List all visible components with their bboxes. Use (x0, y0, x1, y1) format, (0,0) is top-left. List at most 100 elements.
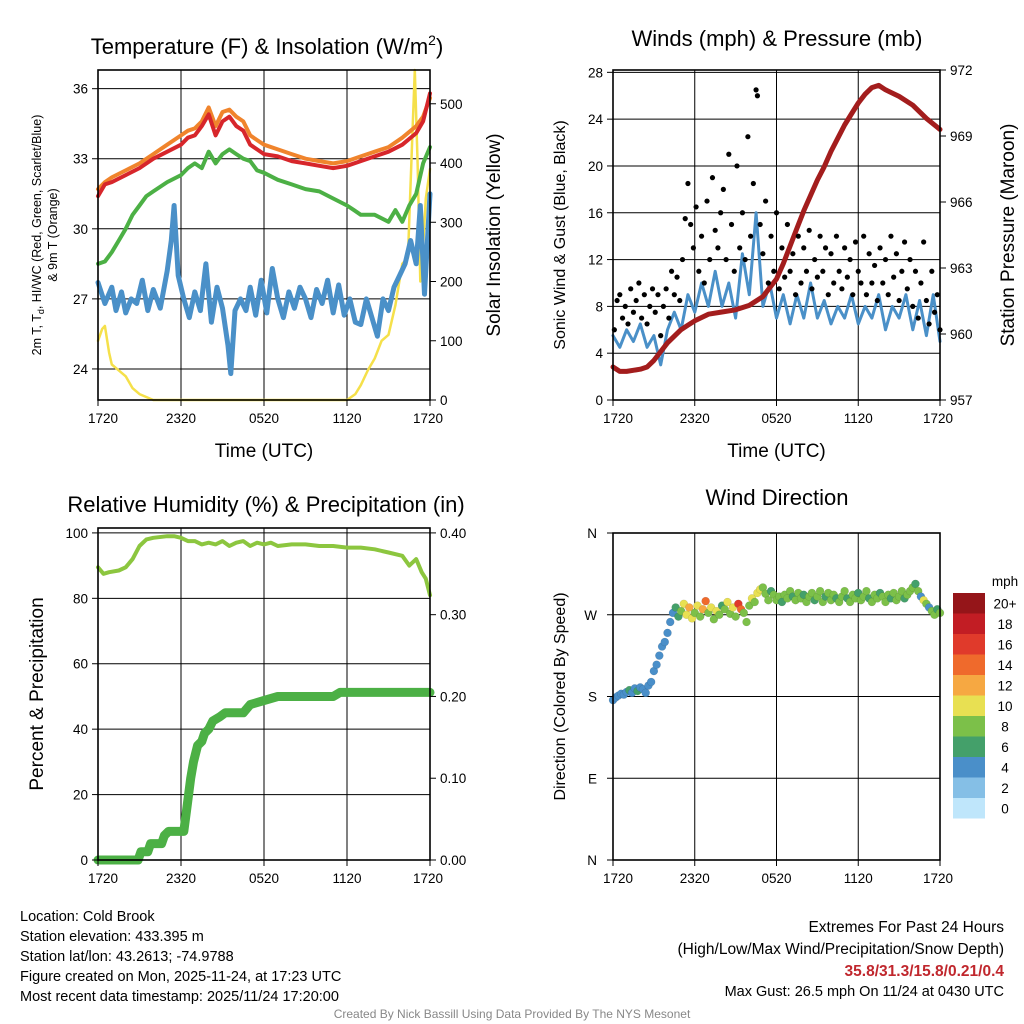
y-tick-label: 33 (73, 152, 88, 167)
direction-point (652, 660, 661, 669)
gust-point (869, 280, 875, 286)
colorbar-swatch (953, 716, 985, 737)
panel-rh: 1720 2320 0520 1120 17200204060801000.000.10… (27, 492, 466, 886)
gust-point (934, 292, 940, 298)
y-tick-label: 40 (73, 722, 88, 737)
direction-point (723, 597, 732, 607)
colorbar-label: 0 (1001, 801, 1009, 816)
created-text: Figure created on Mon, 2025-11-24, at 17… (20, 969, 342, 985)
y-axis-label: 2m T, Td, HI/WC (Red, Green, Scarlet/Blu… (30, 115, 46, 356)
gust-point (696, 268, 702, 274)
y-tick-label: 80 (73, 591, 88, 606)
colorbar-label: 8 (1001, 719, 1009, 734)
extremes-box: Extremes For Past 24 Hours (High/Low/Max… (678, 917, 1005, 1001)
gust-point (753, 87, 759, 93)
chart-title: Winds (mph) & Pressure (mb) (632, 26, 923, 51)
gust-point (688, 221, 694, 228)
gust-point (666, 315, 672, 321)
extremes-values: 35.8/31.3/15.8/0.21/0.4 (844, 963, 1004, 980)
gust-point (801, 245, 807, 251)
y-axis-label: Direction (Colored By Speed) (552, 592, 569, 800)
y-tick-label: 20 (588, 159, 603, 174)
extremes-legend: (High/Low/Max Wind/Precipitation/Snow De… (677, 941, 1005, 958)
x-tick-label: 1120 (844, 411, 873, 426)
gust-point (779, 245, 785, 251)
x-tick-label: 1720 (413, 871, 443, 886)
gust-point (633, 297, 639, 304)
gust-point (836, 268, 842, 274)
direction-point (742, 617, 751, 627)
gust-point (674, 274, 680, 280)
y-right-tick-label: 0.40 (440, 526, 466, 541)
gust-point (877, 245, 883, 251)
elevation-text: Station elevation: 433.395 m (20, 929, 204, 945)
gust-point (734, 163, 740, 169)
y-axis-label-part: , HI/WC (Red, Green, Scarlet/Blue) (30, 115, 44, 310)
gust-point (912, 268, 919, 274)
colorbar-title: mph (992, 574, 1018, 589)
series-line-dewpoint (96, 145, 432, 266)
colorbar-swatch (953, 634, 985, 655)
gust-point (679, 256, 686, 263)
gust-point (644, 321, 650, 327)
series-line-station-pressure (610, 82, 943, 374)
series-line-wind-chill (95, 191, 433, 377)
gust-point (636, 280, 642, 286)
gust-point (757, 221, 763, 228)
gust-point (723, 256, 729, 263)
gust-point (929, 268, 935, 274)
gust-point (828, 251, 834, 257)
gust-point (720, 186, 726, 192)
gust-point (693, 204, 699, 210)
gust-point (858, 280, 864, 286)
colorbar-label: 18 (997, 617, 1012, 632)
gust-point (765, 280, 771, 286)
gust-point (893, 251, 900, 257)
y-right-axis-label: Solar Insolation (Yellow) (484, 133, 505, 336)
y-tick-label: 28 (588, 65, 603, 80)
y-right-tick-label: 963 (950, 261, 973, 276)
y-axis-label-line2: & 9m T (Orange) (46, 188, 60, 281)
location-text: Location: Cold Brook (20, 909, 155, 925)
colorbar-swatch (953, 675, 985, 696)
direction-point (695, 612, 705, 621)
gust-point (745, 134, 751, 140)
x-tick-label: 2320 (680, 411, 710, 426)
y-tick-label: 30 (73, 222, 88, 237)
y-tick-label: 4 (595, 346, 603, 361)
gust-point (888, 233, 894, 239)
gust-point (820, 268, 826, 274)
gust-point (795, 233, 801, 239)
y-tick-label: 27 (73, 292, 88, 307)
gust-point (682, 216, 688, 222)
direction-point (665, 617, 675, 627)
gust-point (630, 309, 637, 315)
x-tick-label: 1720 (88, 871, 118, 886)
colorbar-swatch (953, 798, 985, 819)
y-right-tick-label: 0.20 (440, 689, 466, 704)
gust-point (822, 245, 829, 251)
colorbar-swatch (953, 593, 985, 614)
gust-point (726, 151, 732, 157)
gust-point (748, 233, 754, 239)
gust-point (782, 274, 788, 280)
direction-point (731, 612, 740, 621)
max-gust-text: Max Gust: 26.5 mph On 11/24 at 0430 UTC (724, 984, 1004, 1000)
direction-point (720, 605, 729, 614)
y-axis-label-part: d (36, 309, 46, 314)
panel-temp: 1720 2320 0520 1120 1720 24 27 30 33 36 0 100 200 300… (30, 32, 505, 462)
x-tick-label: 0520 (249, 871, 279, 886)
gust-point (839, 286, 845, 292)
direction-point (911, 579, 920, 589)
gust-point (768, 233, 774, 239)
gust-point (776, 286, 782, 292)
gust-point (904, 286, 910, 292)
latlon-text: Station lat/lon: 43.2613; -74.9788 (20, 949, 234, 965)
gust-point (739, 210, 746, 216)
y-right-tick-label: 100 (440, 334, 463, 349)
y-tick-label: 0 (595, 393, 603, 408)
gust-point (677, 297, 683, 304)
gust-point (842, 245, 848, 251)
x-tick-label: 1120 (332, 411, 361, 426)
